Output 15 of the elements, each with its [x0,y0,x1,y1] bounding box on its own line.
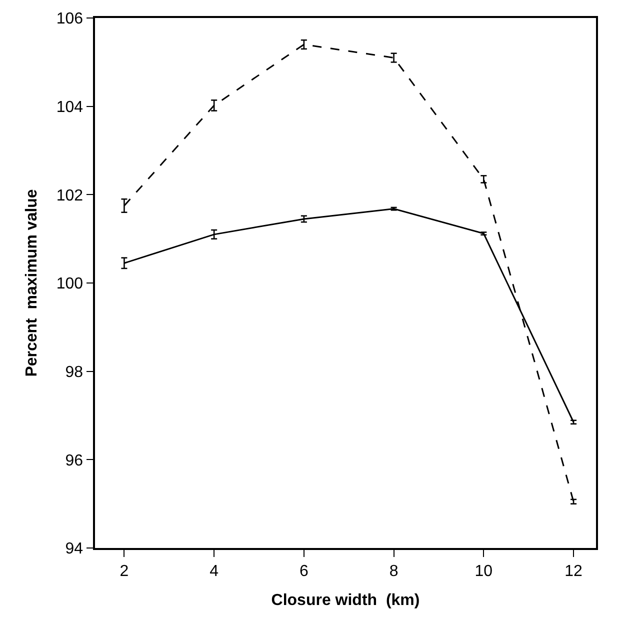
x-tick-label: 8 [389,562,398,580]
y-tick-label: 100 [56,276,84,293]
y-axis-title: Percent maximum value [24,189,41,377]
x-tick-label: 6 [299,562,308,580]
x-tick-label: 12 [564,562,583,580]
x-tick-label: 4 [210,562,219,580]
x-tick-label: 2 [120,562,129,580]
y-tick-label: 98 [65,364,84,381]
y-tick-label: 96 [65,452,84,470]
x-axis-title: Closure width (km) [271,592,420,610]
y-tick-label: 106 [56,10,84,28]
y-tick-label: 94 [65,540,84,558]
x-tick-label: 10 [474,562,493,580]
y-tick-label: 104 [56,98,84,116]
y-tick-label: 102 [56,187,84,204]
